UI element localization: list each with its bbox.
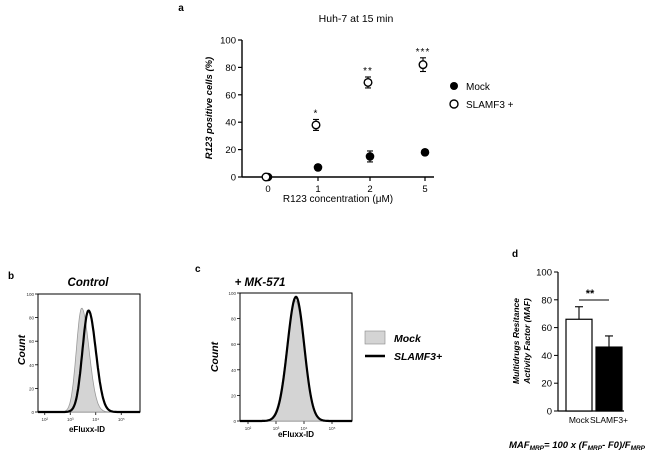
histogram-x-tick-label: 10² xyxy=(41,417,48,422)
y-tick-label-a: 100 xyxy=(220,36,236,47)
panel-d-ylabel-line2: Activity Factor (MAF) xyxy=(522,298,532,385)
legend-c-mock-swatch xyxy=(364,330,386,345)
y-tick-label-d: 60 xyxy=(541,323,552,334)
panel-b-letter: b xyxy=(8,271,14,282)
panel-c-histogram: 0 20 40 60 80 100 10² 10³ 10⁴ 10⁵ xyxy=(228,291,353,431)
x-tick-label-a: 0 xyxy=(265,184,270,195)
panel-a-ylabel: R123 positive cells (%) xyxy=(204,57,215,159)
y-tick-label-d: 0 xyxy=(547,407,552,418)
significance-stars: ** xyxy=(363,66,373,77)
y-tick-label-d: 40 xyxy=(541,351,552,362)
point-mock xyxy=(365,152,375,161)
panel-b-histogram: 0 20 40 60 80 100 10² 10³ 10⁴ 10⁵ xyxy=(26,292,141,422)
histogram-y-tick-label: 80 xyxy=(29,316,35,321)
histogram-y-tick-label: 80 xyxy=(231,317,237,322)
panel-d-ylabel-line1: Multidrugs Resitance xyxy=(511,298,521,384)
histogram-slamf3-line xyxy=(37,309,141,414)
x-tick-label-a: 5 xyxy=(422,184,427,195)
panel-c-title: + MK-571 xyxy=(235,277,286,289)
panel-b-title: Control xyxy=(68,277,110,289)
histogram-y-tick-label: 100 xyxy=(228,291,236,296)
histogram-y-tick-label: 20 xyxy=(29,386,35,391)
significance-stars: * xyxy=(314,108,319,119)
panel-a-xlabel: R123 concentration (μM) xyxy=(283,194,393,205)
histogram-x-tick-label: 10² xyxy=(245,426,252,431)
x-tick-label-d: SLAMF3+ xyxy=(590,415,628,425)
panel-c-letter: c xyxy=(195,264,201,275)
panel-a-letter: a xyxy=(178,3,184,14)
histogram-y-tick-label: 40 xyxy=(231,368,237,373)
significance-stars: *** xyxy=(416,47,431,58)
histogram-y-tick-label: 0 xyxy=(31,410,34,415)
panel-c-ylabel: Count xyxy=(209,341,221,372)
legend-slamf3-label: SLAMF3 + xyxy=(466,100,514,111)
histogram-slamf3-line xyxy=(239,295,353,423)
panel-d-letter: d xyxy=(512,249,518,260)
legend-mock-marker xyxy=(450,82,458,90)
panel-a-title: Huh-7 at 15 min xyxy=(319,13,394,25)
y-tick-label-d: 100 xyxy=(536,268,552,279)
histogram-x-tick-label: 10⁵ xyxy=(329,426,336,431)
panel-d-significance: ** xyxy=(586,288,595,300)
y-tick-label-d: 80 xyxy=(541,295,552,306)
bar-slamf3 xyxy=(595,346,623,412)
legend-slamf3-marker xyxy=(449,99,459,109)
y-tick-label-a: 0 xyxy=(231,173,236,184)
point-slamf3 xyxy=(418,60,428,70)
histogram-x-tick-label: 10³ xyxy=(67,417,74,422)
histogram-x-tick-label: 10⁴ xyxy=(301,426,308,431)
y-tick-label-a: 60 xyxy=(225,90,236,101)
point-slamf3 xyxy=(311,120,321,130)
x-tick-label-a: 1 xyxy=(315,184,320,195)
point-mock xyxy=(420,148,430,157)
x-tick-label-d: Mock xyxy=(569,415,590,425)
histogram-x-tick-label: 10³ xyxy=(273,426,280,431)
histogram-mock-fill xyxy=(240,300,352,422)
histogram-x-tick-label: 10⁴ xyxy=(92,417,99,422)
histogram-y-tick-label: 60 xyxy=(29,339,35,344)
legend-c-slamf3-label: SLAMF3+ xyxy=(394,351,442,363)
histogram-y-tick-label: 20 xyxy=(231,393,237,398)
y-tick-label-a: 40 xyxy=(225,118,236,129)
y-tick-label-a: 80 xyxy=(225,63,236,74)
legend-c-mock-label: Mock xyxy=(394,333,422,345)
histogram-x-tick-label: 10⁵ xyxy=(118,417,125,422)
histogram-y-tick-label: 100 xyxy=(26,292,34,297)
point-slamf3 xyxy=(363,77,373,87)
panel-b-ylabel: Count xyxy=(16,334,28,365)
y-tick-label-d: 20 xyxy=(541,379,552,390)
bar-mock xyxy=(565,318,593,412)
panel-d-formula: MAFMRP= 100 x (FMRP- F0)/FMRP xyxy=(509,440,646,452)
histogram-y-tick-label: 60 xyxy=(231,342,237,347)
x-tick-label-a: 2 xyxy=(367,184,372,195)
histogram-mock-fill xyxy=(38,307,140,413)
panel-b-xlabel: eFluxx-ID xyxy=(69,425,105,434)
panel-d-bar-chart: 0 20 40 60 80 100 Mock SLAMF3+ xyxy=(536,268,628,426)
y-tick-label-a: 20 xyxy=(225,145,236,156)
histogram-y-tick-label: 0 xyxy=(233,419,236,424)
panel-c-xlabel: eFluxx-ID xyxy=(278,430,314,439)
point-slamf3 xyxy=(261,172,271,182)
legend-mock-label: Mock xyxy=(466,82,491,93)
point-mock xyxy=(313,163,323,172)
histogram-y-tick-label: 40 xyxy=(29,363,35,368)
